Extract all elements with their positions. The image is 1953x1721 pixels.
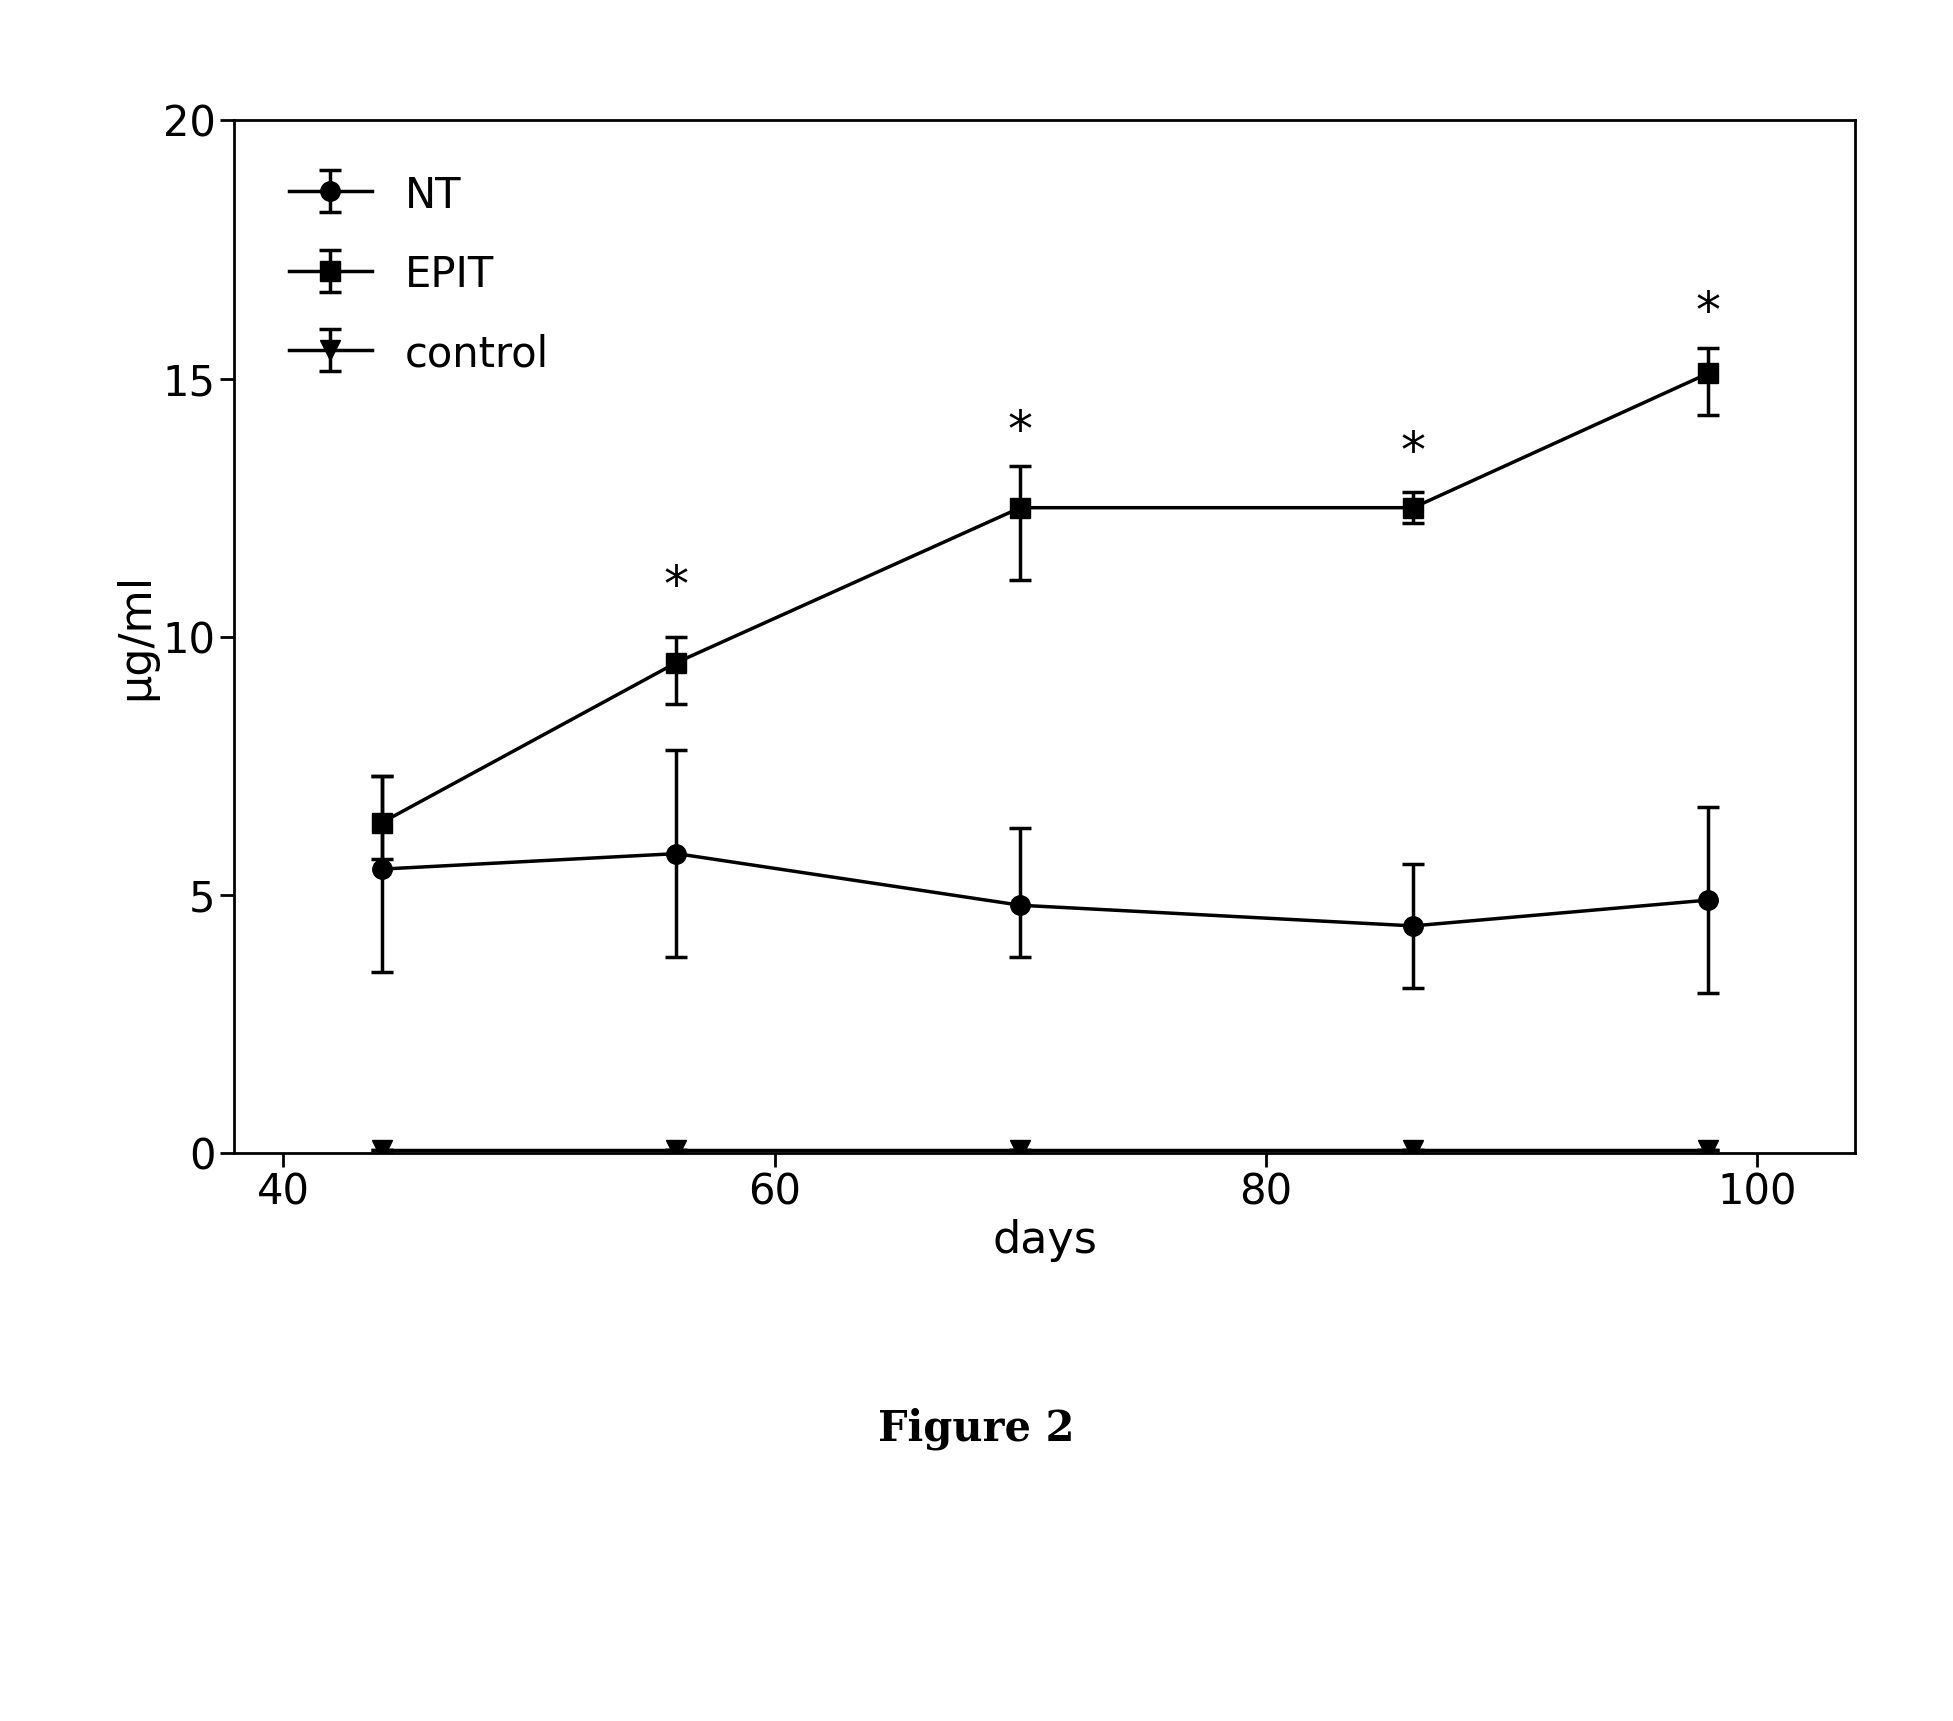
Text: Figure 2: Figure 2 bbox=[879, 1408, 1074, 1449]
Text: *: * bbox=[1008, 408, 1033, 456]
Text: *: * bbox=[1695, 289, 1721, 337]
Legend: NT, EPIT, control: NT, EPIT, control bbox=[256, 141, 582, 410]
Text: *: * bbox=[1400, 429, 1426, 477]
Text: *: * bbox=[664, 563, 689, 611]
X-axis label: days: days bbox=[992, 1220, 1098, 1263]
Y-axis label: μg/ml: μg/ml bbox=[113, 573, 156, 700]
